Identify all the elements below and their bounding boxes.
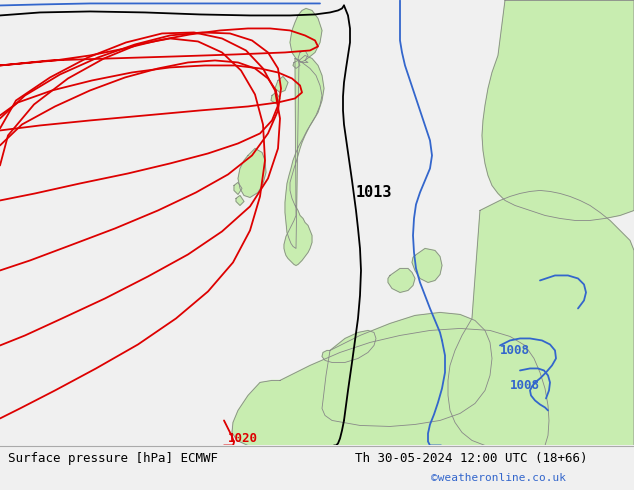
Text: 1008: 1008 <box>500 344 530 357</box>
Polygon shape <box>322 330 376 363</box>
Polygon shape <box>388 269 415 293</box>
Polygon shape <box>298 50 308 62</box>
Polygon shape <box>275 76 288 93</box>
Polygon shape <box>482 0 634 220</box>
Polygon shape <box>290 8 322 62</box>
Polygon shape <box>448 191 634 445</box>
Polygon shape <box>271 93 280 103</box>
Polygon shape <box>236 196 244 205</box>
Polygon shape <box>232 328 549 445</box>
Polygon shape <box>238 148 266 197</box>
Polygon shape <box>284 58 322 266</box>
Polygon shape <box>412 248 442 282</box>
Text: 1020: 1020 <box>228 432 258 445</box>
Text: Surface pressure [hPa] ECMWF: Surface pressure [hPa] ECMWF <box>8 452 217 465</box>
Text: 1008: 1008 <box>510 379 540 392</box>
Polygon shape <box>285 55 324 248</box>
Polygon shape <box>234 182 242 195</box>
Polygon shape <box>293 60 300 69</box>
Text: Th 30-05-2024 12:00 UTC (18+66): Th 30-05-2024 12:00 UTC (18+66) <box>355 452 588 465</box>
Text: 1013: 1013 <box>356 185 392 200</box>
Polygon shape <box>322 313 492 426</box>
Text: ©weatheronline.co.uk: ©weatheronline.co.uk <box>431 473 566 483</box>
